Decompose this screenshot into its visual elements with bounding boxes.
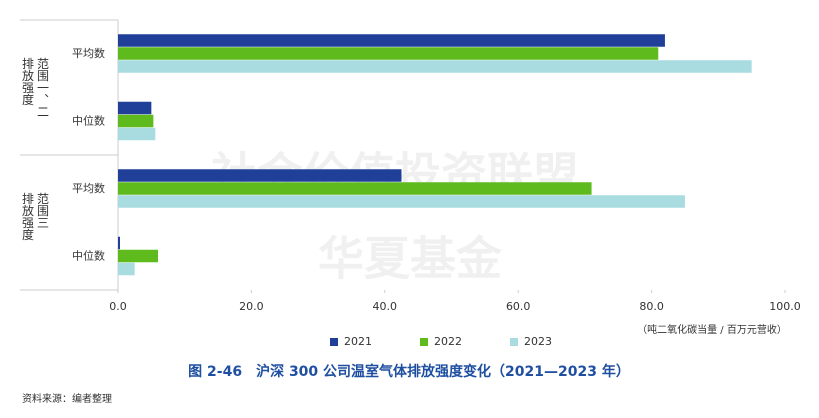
x-tick-label: 40.0 (373, 300, 398, 313)
group-label: 范围一、二 (36, 57, 50, 117)
x-tick-label: 20.0 (239, 300, 264, 313)
legend-swatch (420, 338, 428, 346)
caption: 图 2-46 沪深 300 公司温室气体排放强度变化（2021—2023 年） (188, 363, 630, 380)
bar (118, 127, 156, 141)
legend-label: 2021 (344, 335, 372, 348)
category-label: 平均数 (72, 182, 105, 195)
legend-label: 2023 (524, 335, 552, 348)
group-label: 排放强度 (21, 57, 35, 105)
bar (118, 262, 135, 276)
bar (118, 60, 752, 73)
legend-swatch (330, 338, 338, 346)
bar (118, 182, 592, 195)
bar (118, 47, 659, 60)
bar (118, 236, 121, 250)
x-tick-label: 100.0 (769, 300, 801, 313)
category-label: 平均数 (72, 47, 105, 60)
unit-label: （吨二氧化碳当量 / 百万元营收） (637, 323, 787, 336)
x-tick-label: 0.0 (109, 300, 127, 313)
group-label: 排放强度 (21, 192, 35, 240)
bar (118, 114, 154, 128)
group-label: 范围三 (36, 192, 50, 228)
legend-swatch (510, 338, 518, 346)
x-tick-label: 80.0 (639, 300, 664, 313)
bar (118, 169, 402, 182)
category-label: 中位数 (72, 248, 105, 262)
bar (118, 249, 159, 263)
bar (118, 101, 152, 115)
bar (118, 195, 685, 208)
source: 资料来源：编者整理 (22, 392, 112, 405)
watermark: 华夏基金 (318, 232, 503, 286)
bar (118, 34, 665, 47)
x-tick-label: 60.0 (506, 300, 531, 313)
category-label: 中位数 (72, 113, 105, 127)
legend-label: 2022 (434, 335, 462, 348)
